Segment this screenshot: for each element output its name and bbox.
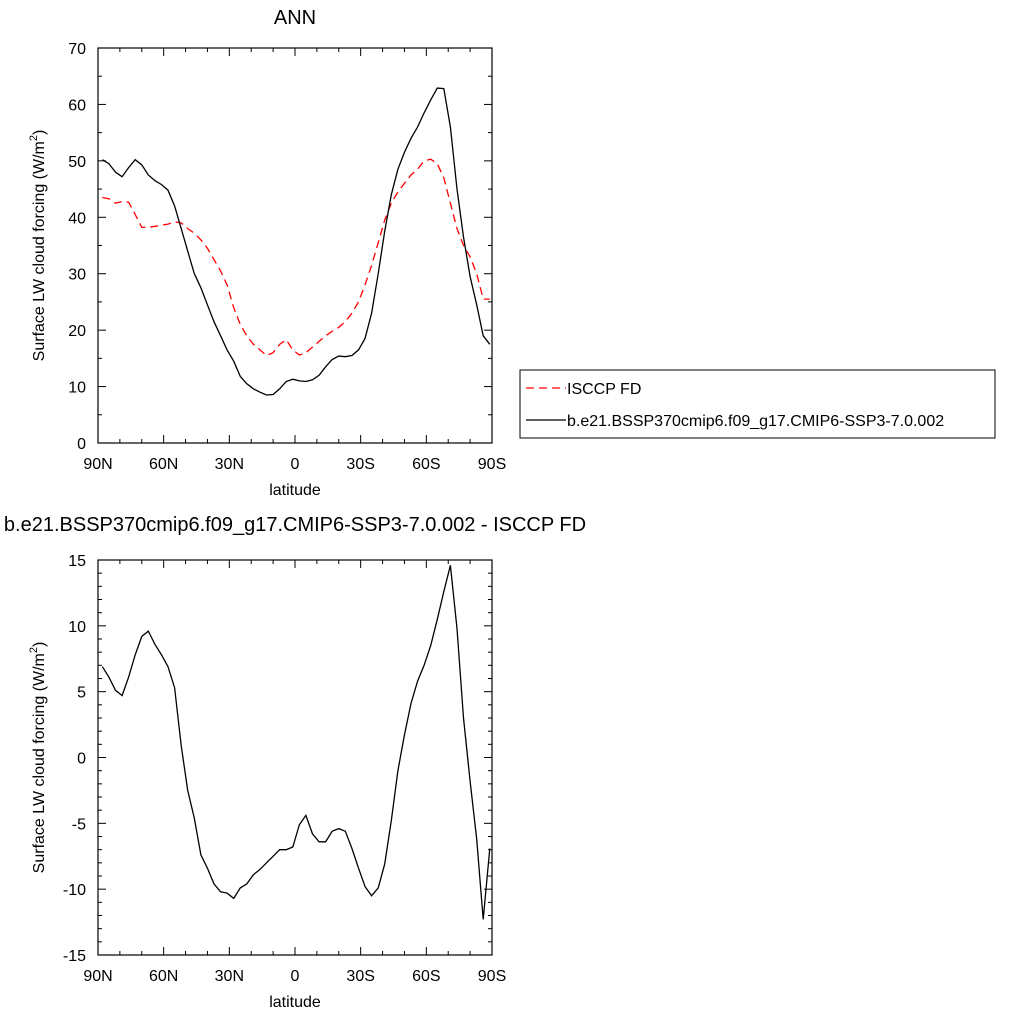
x-axis-label: latitude [269, 994, 321, 1011]
x-tick-label: 90S [478, 968, 506, 985]
chart-panel-2: b.e21.BSSP370cmip6.f09_g17.CMIP6-SSP3-7.… [4, 514, 586, 1011]
x-axis-label: latitude [269, 482, 321, 499]
y-tick-label: 40 [68, 210, 86, 227]
y-tick-label: 20 [68, 323, 86, 340]
series-line-1 [102, 158, 490, 357]
y-axis-label: Surface LW cloud forcing (W/m2) [28, 130, 48, 362]
y-axis-label-text: Surface LW cloud forcing (W/m [31, 653, 48, 873]
chart-title: ANN [274, 7, 316, 29]
plot-frame [97, 559, 493, 956]
y-tick-label: 15 [68, 553, 86, 570]
y-tick-label: 70 [68, 41, 86, 58]
series-line-2 [102, 87, 491, 396]
y-tick-label: 0 [77, 436, 86, 453]
legend-label-2: b.e21.BSSP370cmip6.f09_g17.CMIP6-SSP3-7.… [567, 413, 944, 430]
legend: ISCCP FD b.e21.BSSP370cmip6.f09_g17.CMIP6… [519, 369, 996, 439]
y-axis-label-sup: 2 [28, 647, 40, 653]
x-tick-label: 60S [412, 456, 440, 473]
x-tick-label: 0 [291, 456, 300, 473]
y-tick-label: 0 [77, 751, 86, 768]
series-line-1 [101, 565, 491, 920]
x-tick-label: 90S [478, 456, 506, 473]
y-tick-label: 10 [68, 380, 86, 397]
x-tick-label: 60N [149, 968, 178, 985]
x-tick-label: 0 [291, 968, 300, 985]
y-axis-label-end: ) [31, 642, 48, 647]
x-tick-label: 30N [215, 456, 244, 473]
x-tick-label: 30S [346, 968, 374, 985]
x-tick-label: 60N [149, 456, 178, 473]
y-axis-label-end: ) [31, 130, 48, 135]
legend-box [519, 369, 996, 439]
x-tick-label: 30S [346, 456, 374, 473]
y-axis-label-text: Surface LW cloud forcing (W/m [31, 141, 48, 361]
x-tick-label: 60S [412, 968, 440, 985]
x-tick-label: 90N [83, 456, 112, 473]
y-tick-label: 30 [68, 267, 86, 284]
y-tick-label: -15 [63, 948, 86, 965]
chart-title: b.e21.BSSP370cmip6.f09_g17.CMIP6-SSP3-7.… [4, 514, 586, 536]
plot-frame [97, 47, 493, 444]
y-tick-label: 50 [68, 154, 86, 171]
y-tick-label: 5 [77, 685, 86, 702]
chart-panel-1: ANN 90N 60N 30N 0 30S 60S 90S 0 10 20 30 40 50 60 70 lat… [28, 7, 996, 499]
y-tick-label: 60 [68, 97, 86, 114]
y-axis-label: Surface LW cloud forcing (W/m2) [28, 642, 48, 874]
y-tick-label: 10 [68, 619, 86, 636]
y-axis-label-sup: 2 [28, 135, 40, 141]
y-tick-label: -5 [72, 816, 86, 833]
legend-label-1: ISCCP FD [567, 381, 641, 398]
x-tick-label: 90N [83, 968, 112, 985]
x-tick-label: 30N [215, 968, 244, 985]
y-tick-label: -10 [63, 882, 86, 899]
